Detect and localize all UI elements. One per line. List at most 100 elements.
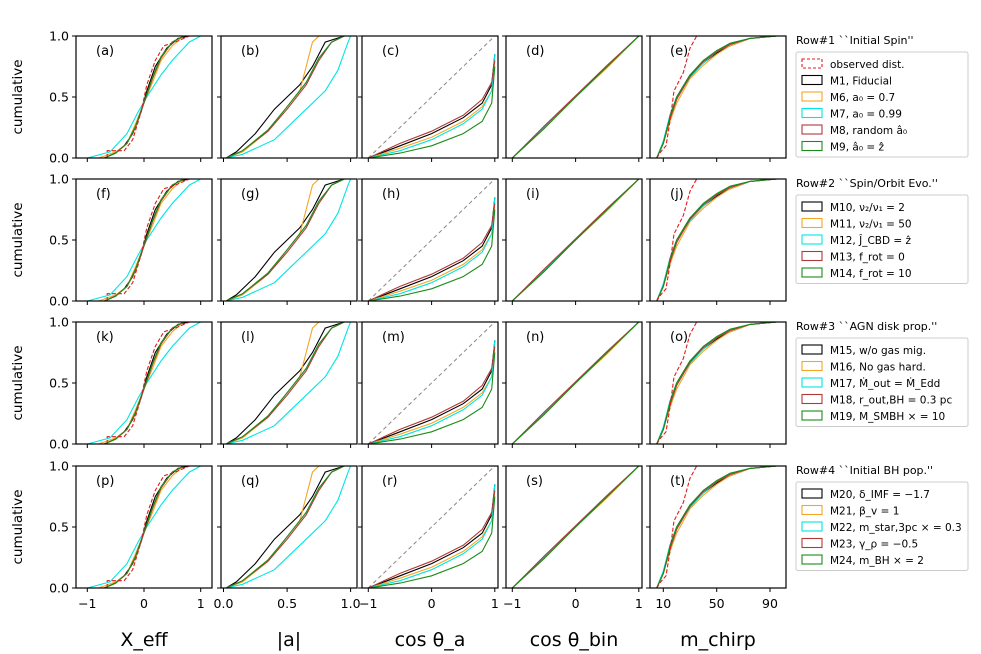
series-line-4 [368, 209, 496, 302]
series-line-4 [511, 35, 640, 159]
panel-d: (d) [502, 35, 643, 162]
series-line-3 [368, 60, 496, 159]
legend-label: M1, Fiducial [830, 76, 892, 88]
legend-swatch [801, 107, 823, 119]
observed-line [106, 178, 201, 301]
x-tick-label: 1 [491, 596, 499, 611]
panel-letter: (g) [241, 187, 259, 202]
y-tick-label: 0.0 [49, 437, 69, 452]
series-line-4 [225, 321, 345, 445]
observed-line [656, 465, 777, 589]
panel-letter: (m) [382, 330, 405, 345]
legend-swatch [801, 124, 823, 135]
legend-label: M21, β_v = 1 [830, 506, 899, 518]
x-tick-label: 90 [762, 596, 778, 611]
plot-area [221, 322, 357, 444]
panel-letter: (o) [670, 330, 688, 345]
observed-line [656, 35, 777, 159]
series-line-3 [368, 346, 496, 445]
legend-swatch [801, 410, 823, 421]
series-line-4 [656, 465, 777, 589]
plot-area [650, 322, 786, 444]
legend-label: M11, ν₂/ν₁ = 50 [830, 219, 912, 231]
y-tick-label: 0.5 [49, 376, 69, 391]
panel-letter: (p) [96, 474, 114, 489]
plot-area [650, 179, 786, 301]
legend-swatch [801, 521, 823, 532]
x-tick-label: 0.0 [214, 596, 234, 611]
observed-line [106, 35, 201, 158]
legend-title: Row#2 ``Spin/Orbit Evo.'' [796, 177, 938, 190]
series-line-3 [368, 490, 496, 589]
isotropic-reference-line [367, 35, 496, 159]
legend-box [795, 194, 969, 284]
panel-g: (g) [217, 178, 358, 305]
legend-label: M15, w/o gas mig. [830, 345, 926, 357]
legend-label: M13, f_rot = 0 [830, 252, 905, 264]
panel-k: (k) 0.0 0.5 1.0 [49, 315, 213, 452]
series-line-2 [225, 178, 352, 302]
panel-e: (e) [646, 35, 787, 162]
panel-letter: (b) [241, 44, 259, 59]
series-line-0 [225, 178, 345, 302]
plot-area [76, 322, 212, 444]
legend-label: M24, m_BH × = 2 [830, 555, 924, 567]
series-line-4 [368, 66, 496, 159]
observed-line [106, 465, 201, 588]
y-tick-label: 1.0 [49, 459, 69, 474]
panel-a: (a) 0.0 0.5 1.0 [49, 29, 213, 166]
y-tick-label: 0.0 [49, 581, 69, 596]
x-axis-label-xeff: X_eff [120, 629, 168, 651]
legend-label: M7, a₀ = 0.99 [830, 109, 902, 121]
legend-label: M9, â₀ = ẑ [830, 142, 885, 154]
legend-label: M6, a₀ = 0.7 [830, 92, 895, 104]
panel-l: (l) [217, 321, 358, 448]
x-axis-label-costbin: cos θ_bin [530, 629, 619, 651]
panel-grid: (a) 0.0 0.5 1.0 (b) (c) (d) (e) cumulative (f) 0.0… [10, 29, 787, 651]
x-tick-label: 1 [635, 596, 643, 611]
series-line-4 [225, 465, 345, 589]
x-tick-label: 0 [140, 596, 148, 611]
series-line-2 [87, 178, 201, 302]
x-tick-label: 10 [655, 596, 671, 611]
x-axis-label-mchirp: m_chirp [680, 629, 756, 651]
x-tick-label: −1 [359, 596, 377, 611]
observed-line [656, 321, 777, 445]
panel-t: (t) 10 50 90 [646, 465, 787, 611]
panel-b: (b) [217, 35, 358, 162]
plot-area [221, 36, 357, 158]
legend-swatch [801, 58, 823, 69]
series-line-3 [511, 178, 640, 302]
legend-swatch [801, 74, 823, 86]
panel-letter: (s) [526, 474, 543, 489]
panel-i: (i) [502, 178, 643, 305]
x-tick-label: −1 [78, 596, 96, 611]
y-axis-label: cumulative [10, 345, 26, 420]
panel-p: (p) −1 0 1 0.0 0.5 1.0 [49, 459, 213, 611]
plot-area [221, 466, 357, 588]
legend-swatch [801, 234, 823, 245]
series-line-4 [225, 35, 345, 159]
legend-label: observed dist. [830, 59, 905, 71]
observed-line [656, 178, 777, 302]
y-tick-label: 0.5 [49, 90, 69, 105]
series-line-2 [87, 465, 201, 589]
panel-h: (h) [358, 178, 499, 305]
panel-r: (r) −1 0 1 [358, 465, 499, 611]
legend-swatch [801, 201, 823, 212]
legend-swatch [801, 91, 823, 102]
panel-letter: (t) [670, 474, 685, 489]
legend-label: M18, r_out,BH = 0.3 pc [830, 395, 952, 407]
legend-title: Row#1 ``Initial Spin'' [796, 34, 914, 47]
legend-swatch [801, 250, 823, 262]
x-tick-label: −1 [503, 596, 521, 611]
series-line-4 [104, 465, 184, 589]
legend-box [795, 51, 969, 158]
legend-label: M16, No gas hard. [830, 362, 926, 374]
y-axis-label: cumulative [10, 59, 26, 134]
x-tick-label: 1.0 [341, 596, 361, 611]
legend-swatch [801, 554, 823, 565]
isotropic-reference-line [367, 321, 496, 445]
x-axis-label-a: |a| [277, 629, 301, 651]
legend-swatch [801, 344, 823, 355]
